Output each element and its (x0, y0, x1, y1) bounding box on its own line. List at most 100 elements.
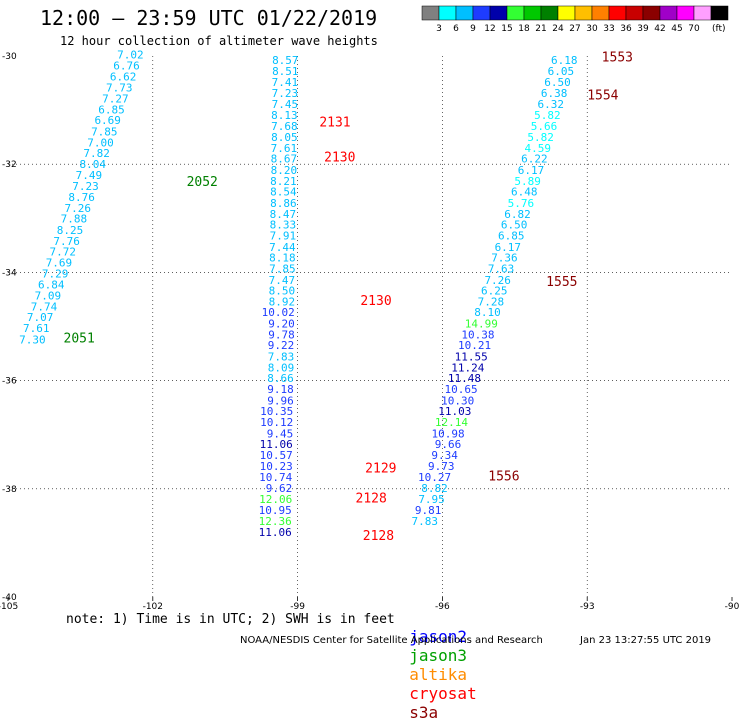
colorbar-label: 18 (518, 24, 530, 34)
colorbar-swatch (523, 5, 542, 21)
swh-point-label: 7.88 (61, 213, 88, 226)
swh-point-label: 8.10 (474, 306, 501, 319)
swh-point-label: 12.06 (259, 493, 292, 506)
colorbar-swatch (506, 5, 525, 21)
swh-point-label: 9.45 (267, 427, 294, 440)
swh-point-label: 8.04 (79, 158, 106, 171)
colorbar-label: 6 (453, 24, 459, 34)
swh-point-label: 7.36 (491, 252, 518, 265)
swh-point-label: 10.21 (458, 339, 491, 352)
swh-point-label: 11.06 (260, 438, 293, 451)
swh-point-label: 10.30 (441, 394, 474, 407)
swh-point-label: 7.69 (46, 256, 73, 269)
swh-point-label: 7.45 (272, 98, 299, 111)
swh-point-label: 7.27 (102, 93, 129, 106)
swh-point-label: 10.65 (445, 383, 478, 396)
swh-point-label: 7.29 (42, 267, 69, 280)
colorbar-label: 27 (569, 24, 580, 34)
footer-timestamp: Jan 23 13:27:55 UTC 2019 (580, 635, 712, 646)
colorbar-swatch (540, 5, 559, 21)
chart-axes: -105 -102 -99 -96 -93 -90 -30 -32 -34 -36 -38 -40 (0, 52, 740, 612)
swh-point-label: 8.47 (270, 208, 297, 221)
swh-point-label: 5.66 (531, 120, 558, 133)
swh-point-label: 6.69 (94, 114, 121, 127)
swh-point-label: 10.12 (260, 416, 293, 429)
swh-point-label: 9.18 (267, 383, 294, 396)
y-tick-label: -38 (2, 485, 17, 495)
time-label: 2129 (365, 462, 396, 477)
swh-point-label: 7.44 (269, 241, 296, 254)
swh-point-label: 8.54 (270, 186, 297, 199)
swh-point-label: 11.48 (448, 372, 481, 385)
swh-point-label: 8.21 (270, 175, 297, 188)
swh-point-label: 7.91 (270, 229, 297, 242)
swh-point-label: 8.18 (269, 252, 296, 265)
swh-point-label: 7.61 (23, 322, 50, 335)
colorbar-swatch (438, 5, 457, 21)
satellite-jason3: jason3 (409, 646, 468, 665)
time-label: 2130 (324, 150, 355, 165)
swh-point-label: 8.92 (269, 295, 296, 308)
swh-point-label: 5.82 (534, 109, 561, 122)
colorbar-swatch (489, 5, 508, 21)
swh-point-label: 10.23 (260, 460, 293, 473)
time-label: 2052 (187, 175, 218, 190)
swh-point-label: 11.55 (455, 351, 488, 364)
footer-note: note: 1) Time is in UTC; 2) SWH is in fe… (66, 612, 395, 627)
colorbar-swatch (421, 5, 440, 21)
swh-point-label: 7.83 (412, 515, 439, 528)
swh-point-label: 7.23 (272, 87, 299, 100)
swh-point-label: 12.14 (435, 416, 468, 429)
time-label: 2130 (360, 294, 391, 309)
time-label: 1556 (488, 470, 519, 485)
swh-point-label: 8.09 (268, 361, 295, 374)
chart-grid (8, 56, 732, 597)
swh-point-label: 7.95 (418, 493, 445, 506)
x-tick-label: -105 (0, 602, 18, 612)
colorbar-label: 39 (637, 24, 649, 34)
swh-point-label: 6.48 (511, 186, 538, 199)
swh-point-label: 7.23 (72, 180, 99, 193)
x-tick-label: -93 (580, 602, 595, 612)
colorbar-swatch (625, 5, 644, 21)
swh-point-label: 8.57 (272, 54, 299, 67)
swh-point-label: 10.98 (431, 427, 464, 440)
swh-point-label: 7.30 (19, 333, 46, 346)
satellite-legend: jason2 jason3 altika cryosat s3a (390, 608, 487, 722)
swh-point-label: 10.74 (259, 471, 292, 484)
swh-point-label: 10.27 (418, 471, 451, 484)
swh-point-label: 7.68 (271, 120, 298, 133)
swh-point-label: 8.86 (270, 197, 297, 210)
colorbar-label: 36 (620, 24, 632, 34)
swh-point-label: 7.02 (117, 49, 144, 62)
satellite-altika: altika (409, 665, 468, 684)
swh-point-label: 7.49 (76, 169, 103, 182)
swh-point-label: 10.02 (262, 306, 295, 319)
swh-point-label: 7.47 (269, 274, 296, 287)
x-tick-label: -99 (290, 602, 305, 612)
colorbar-swatch (693, 5, 712, 21)
swh-point-label: 7.83 (268, 351, 295, 364)
swh-point-label: 6.76 (113, 60, 140, 73)
colorbar-swatch (472, 5, 491, 21)
time-label: 1553 (602, 50, 633, 65)
swh-point-label: 11.24 (451, 361, 484, 374)
swh-point-label: 6.22 (521, 153, 548, 166)
swh-point-label: 8.51 (272, 65, 299, 78)
swh-point-label: 6.17 (518, 164, 545, 177)
swh-point-label: 10.35 (260, 405, 293, 418)
swh-point-label: 6.38 (541, 87, 568, 100)
swh-point-label: 9.78 (268, 328, 295, 341)
swh-point-label: 8.20 (271, 164, 298, 177)
swh-point-label: 5.82 (527, 131, 554, 144)
swh-point-label: 12.36 (259, 515, 292, 528)
swh-point-label: 8.13 (271, 109, 298, 122)
swh-point-label: 8.05 (271, 131, 298, 144)
y-tick-label: -30 (2, 52, 17, 62)
x-tick-label: -102 (143, 602, 163, 612)
colorbar-swatch (676, 5, 695, 21)
colorbar-label: 21 (535, 24, 546, 34)
swh-point-label: 6.18 (551, 54, 578, 67)
swh-point-label: 6.82 (504, 208, 531, 221)
